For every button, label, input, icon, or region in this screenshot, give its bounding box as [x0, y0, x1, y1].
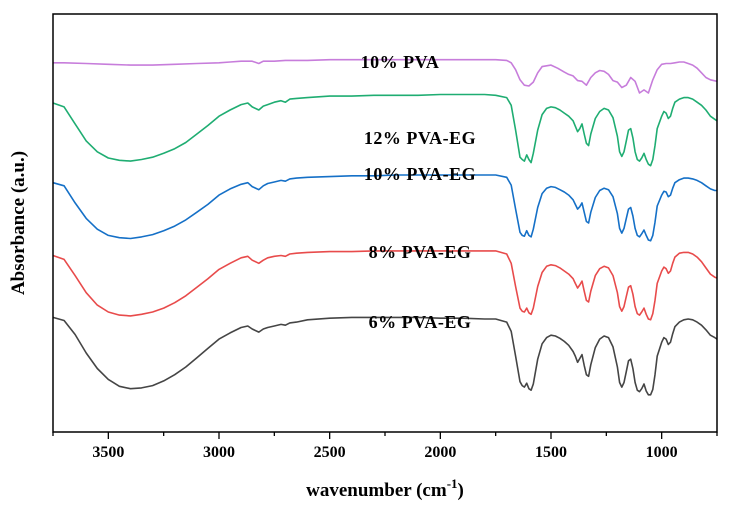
x-axis-title-superscript: -1 [447, 476, 458, 491]
y-axis-title: Absorbance (a.u.) [8, 151, 29, 295]
series-line-2 [52, 174, 717, 242]
series-label-1: 12% PVA-EG [364, 128, 476, 148]
series-label-layer: 10% PVA 12% PVA-EG 10% PVA-EG 8% PVA-EG 6% P… [361, 52, 476, 332]
series-line-1 [52, 93, 718, 167]
x-tick-label-2: 2500 [314, 444, 346, 461]
x-axis-title: wavenumber (cm-1) [306, 476, 464, 501]
series-label-0: 10% PVA [361, 52, 440, 72]
series-line-0 [53, 58, 718, 94]
series-label-2: 10% PVA-EG [364, 164, 476, 184]
x-axis-title-main: wavenumber (cm [306, 480, 447, 501]
x-axis-title-close: ) [458, 480, 464, 501]
x-tick-label-0: 3500 [92, 444, 124, 461]
x-tick-label-5: 1000 [646, 444, 678, 461]
x-axis-ticks: 3500 3000 2500 2000 1500 1000 [52, 432, 718, 461]
series-label-3: 8% PVA-EG [369, 242, 472, 262]
series-label-4: 6% PVA-EG [369, 312, 472, 332]
x-tick-label-1: 3000 [203, 444, 235, 461]
series-line-3 [52, 250, 718, 321]
x-tick-label-3: 2000 [424, 444, 456, 461]
series-line-4 [52, 316, 718, 396]
series-layer [52, 58, 718, 396]
x-tick-label-4: 1500 [535, 444, 567, 461]
